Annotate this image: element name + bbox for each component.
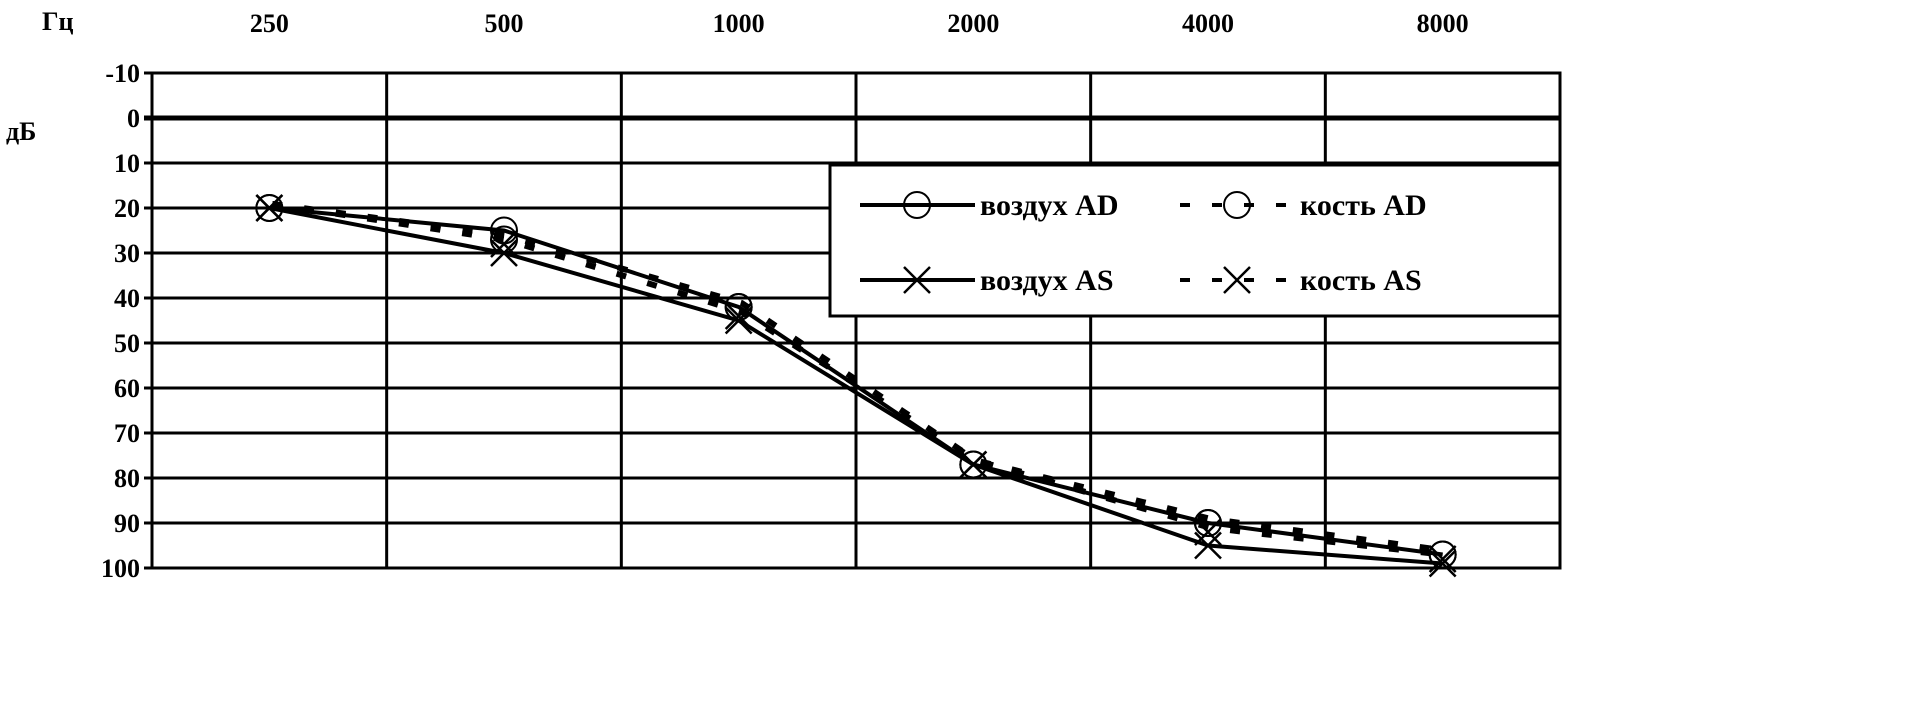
series-line xyxy=(271,201,1447,558)
y-tick-label: 100 xyxy=(101,554,140,583)
legend-marker xyxy=(1223,191,1251,219)
y-tick-label: 20 xyxy=(114,194,140,223)
legend-label: воздух AS xyxy=(980,264,1114,297)
data-point xyxy=(1194,509,1222,537)
x-tick-label: 500 xyxy=(485,9,524,38)
x-tick-label: 250 xyxy=(250,9,289,38)
series-line xyxy=(268,206,1443,566)
data-point xyxy=(1428,549,1457,578)
data-point xyxy=(490,230,518,258)
data-point xyxy=(1194,518,1222,546)
y-tick-label: 70 xyxy=(114,419,140,448)
y-unit-label: дБ xyxy=(6,117,36,146)
data-point xyxy=(959,450,988,479)
series-line xyxy=(269,206,1443,557)
legend-marker xyxy=(903,266,931,294)
series-line xyxy=(271,201,1447,554)
legend-label: воздух AD xyxy=(980,189,1119,222)
x-unit-label: Гц xyxy=(42,7,74,36)
y-tick-label: -10 xyxy=(105,59,140,88)
data-point xyxy=(724,306,753,335)
y-tick-label: 60 xyxy=(114,374,140,403)
series-кость-AS xyxy=(255,194,1457,573)
y-tick-label: 0 xyxy=(127,104,140,133)
legend-label: кость AS xyxy=(1300,264,1422,297)
legend-label: кость AD xyxy=(1300,189,1427,222)
data-point xyxy=(1428,545,1457,573)
data-point xyxy=(490,239,518,267)
legend-marker xyxy=(903,191,931,219)
x-tick-label: 4000 xyxy=(1182,9,1234,38)
legend: воздух AD кость AD воздух AS кость AS xyxy=(828,163,1562,318)
x-tick-label: 8000 xyxy=(1417,9,1469,38)
legend-box xyxy=(828,163,1562,318)
data-point xyxy=(724,302,753,330)
y-tick-label: 40 xyxy=(114,284,140,313)
y-tick-label: 10 xyxy=(114,149,140,178)
y-tick-label: 30 xyxy=(114,239,140,268)
y-tick-label: 80 xyxy=(114,464,140,493)
y-tick-label: 90 xyxy=(114,509,140,538)
data-point xyxy=(255,194,284,222)
y-tick-label: 50 xyxy=(114,329,140,358)
data-point xyxy=(255,194,284,222)
legend-marker xyxy=(1223,266,1251,294)
data-point xyxy=(1194,531,1222,560)
x-tick-label: 2000 xyxy=(947,9,999,38)
x-tick-label: 1000 xyxy=(713,9,765,38)
